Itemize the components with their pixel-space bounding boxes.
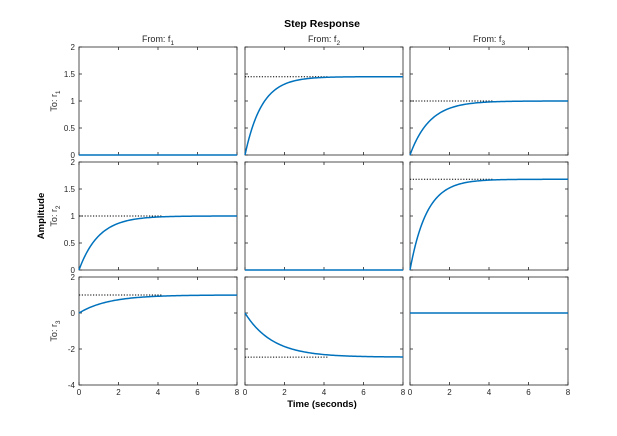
y-tick-label: 0 (71, 151, 76, 160)
y-tick-label: 0.5 (64, 239, 76, 248)
x-tick-label: 6 (361, 388, 366, 397)
plot-frame (409, 161, 569, 271)
x-tick-label: 6 (526, 388, 531, 397)
x-tick-label: 8 (401, 388, 406, 397)
subplot-r2-c1: 0 0.5 1 1.5 2 (64, 158, 238, 275)
response-curve (244, 312, 403, 358)
y-tick-label: 1.5 (64, 185, 76, 194)
x-tick-label: 4 (487, 388, 492, 397)
subplot-r1-c3 (409, 46, 569, 156)
x-tick-label: 2 (447, 388, 452, 397)
plot-frame (409, 276, 569, 386)
row-labels: To: r1 To: r2 To: r3 (49, 90, 62, 342)
plot-frame (78, 276, 238, 386)
y-tick-label: 1.5 (64, 70, 76, 79)
x-tick-label: 4 (322, 388, 327, 397)
x-tick-label: 0 (243, 388, 248, 397)
subplot-r3-c1: -4 -2 0 2 0 2 4 6 8 (68, 273, 240, 397)
y-tick-label: 2 (71, 273, 76, 282)
y-tick-label: 1 (71, 212, 76, 221)
response-curve (78, 215, 237, 271)
x-tick-label: 8 (235, 388, 240, 397)
plot-frame (78, 46, 238, 156)
response-curve (409, 100, 568, 156)
y-tick-label: 2 (71, 43, 76, 52)
x-tick-label: 6 (195, 388, 200, 397)
plot-frame (244, 46, 404, 156)
column-label-1: From: f1 (142, 34, 175, 47)
plot-frame (244, 276, 404, 386)
row-label-1: To: r1 (49, 90, 62, 112)
y-tick-label: 0 (71, 309, 76, 318)
subplot-r2-c3 (409, 161, 569, 271)
response-curve (409, 178, 568, 271)
column-label-3: From: f3 (473, 34, 506, 47)
plot-frame (244, 161, 404, 271)
x-tick-label: 0 (408, 388, 413, 397)
subplot-r1-c2 (244, 46, 404, 156)
column-label-2: From: f2 (308, 34, 341, 47)
subplot-r1-c1: 0 0.5 1 1.5 2 (64, 43, 238, 160)
y-axis-title: Amplitude (36, 193, 47, 239)
subplot-r3-c2: 0 2 4 6 8 (243, 276, 406, 397)
subplot-r2-c2 (244, 161, 404, 271)
x-tick-label: 4 (156, 388, 161, 397)
column-labels: From: f1 From: f2 From: f3 (142, 34, 506, 47)
x-axis-title: Time (seconds) (287, 399, 357, 410)
row-label-2: To: r2 (49, 205, 62, 227)
subplot-r3-c3: 0 2 4 6 8 (408, 276, 571, 397)
y-tick-label: -2 (68, 345, 76, 354)
row-label-3: To: r3 (49, 320, 62, 342)
y-tick-label: 2 (71, 158, 76, 167)
chart-title: Step Response (284, 18, 360, 30)
x-tick-label: 0 (77, 388, 82, 397)
response-curve (244, 75, 403, 156)
x-tick-label: 2 (282, 388, 287, 397)
response-curve (78, 294, 237, 314)
y-tick-label: -4 (68, 381, 76, 390)
y-tick-label: 0.5 (64, 124, 76, 133)
y-tick-label: 0 (71, 266, 76, 275)
x-tick-label: 8 (566, 388, 571, 397)
x-tick-label: 2 (116, 388, 121, 397)
y-tick-label: 1 (71, 97, 76, 106)
